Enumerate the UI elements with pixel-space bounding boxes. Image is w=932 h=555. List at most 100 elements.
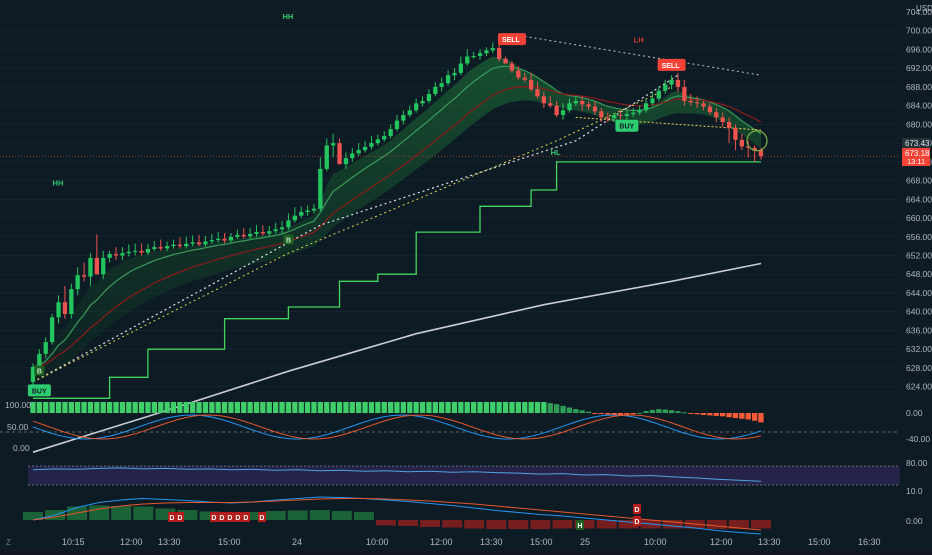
macd-signal-box[interactable] [234, 512, 242, 522]
candle-body[interactable] [541, 96, 546, 104]
candle-body[interactable] [592, 106, 598, 112]
candle-body[interactable] [452, 72, 457, 76]
candle-body[interactable] [497, 48, 502, 59]
candle-body[interactable] [228, 236, 234, 241]
candle-body[interactable] [113, 254, 119, 256]
candle-body[interactable] [554, 105, 559, 116]
candle-body[interactable] [209, 240, 214, 242]
macd-signal-box[interactable] [633, 504, 641, 514]
candle-body[interactable] [107, 254, 112, 258]
candle-body[interactable] [56, 302, 61, 318]
candle-body[interactable] [675, 79, 681, 87]
candle-body[interactable] [707, 106, 713, 113]
candle-body[interactable] [254, 232, 259, 234]
candle-body[interactable] [222, 238, 227, 241]
candle-body[interactable] [37, 353, 42, 367]
candle-body[interactable] [279, 227, 285, 230]
candle-body[interactable] [439, 83, 444, 87]
candle-body[interactable] [375, 139, 380, 144]
price-axis[interactable]: 624.00 628.00 632.00 636.00 640.00 644.00 648.… [906, 7, 932, 392]
candle-body[interactable] [343, 158, 349, 165]
macd-signal-box[interactable] [633, 516, 641, 526]
candle-body[interactable] [535, 89, 540, 97]
candle-body[interactable] [701, 103, 706, 107]
candle-body[interactable] [612, 115, 617, 119]
candle-body[interactable] [758, 150, 764, 157]
candle-body[interactable] [414, 103, 419, 111]
candle-body[interactable] [624, 114, 629, 116]
candle-body[interactable] [292, 215, 297, 221]
signal-tag[interactable] [27, 384, 51, 397]
candles[interactable] [30, 42, 764, 387]
candle-body[interactable] [407, 110, 412, 115]
candle-body[interactable] [548, 103, 553, 106]
macd-signal-box[interactable] [210, 512, 218, 522]
time-axis[interactable]: 10:15 12:00 13:30 15:00 24 10:00 12:00 13:30 15:… [62, 537, 881, 547]
candle-body[interactable] [369, 143, 374, 147]
candle-body[interactable] [426, 94, 432, 101]
candle-body[interactable] [133, 250, 138, 252]
candle-body[interactable] [682, 86, 687, 101]
candle-body[interactable] [267, 231, 272, 234]
candle-body[interactable] [637, 110, 642, 113]
candle-body[interactable] [318, 168, 323, 209]
signal-tag[interactable] [497, 33, 526, 46]
candle-body[interactable] [643, 103, 649, 111]
candle-body[interactable] [235, 234, 240, 237]
candle-body[interactable] [30, 367, 36, 382]
candle-body[interactable] [516, 70, 521, 78]
candle-body[interactable] [465, 56, 470, 64]
candle-body[interactable] [69, 289, 74, 314]
candle-body[interactable] [43, 342, 48, 354]
candle-body[interactable] [433, 86, 438, 94]
candle-body[interactable] [688, 101, 693, 103]
candle-body[interactable] [350, 153, 355, 159]
candle-body[interactable] [286, 220, 291, 228]
candle-body[interactable] [145, 249, 151, 253]
price-markers[interactable]: HH HH LH HL B B BUY BUY SELL SELL [27, 12, 768, 397]
histogram-panel[interactable]: 100.00 50.00 0.00 0.00 -40.00 [0, 400, 930, 453]
candle-body[interactable] [126, 251, 131, 254]
candle-body[interactable] [580, 101, 585, 105]
macd-signal-box[interactable] [168, 512, 176, 522]
candle-body[interactable] [726, 122, 732, 129]
candle-body[interactable] [388, 129, 393, 137]
buy-signal-box[interactable] [34, 365, 45, 376]
candle-body[interactable] [75, 275, 80, 290]
buy-signal-box[interactable] [283, 234, 294, 245]
signal-tag[interactable] [657, 58, 686, 71]
candle-body[interactable] [567, 103, 572, 111]
candle-body[interactable] [88, 257, 93, 277]
candle-body[interactable] [120, 253, 125, 256]
candle-body[interactable] [152, 247, 157, 249]
candle-body[interactable] [733, 128, 738, 140]
candle-body[interactable] [196, 242, 202, 245]
candle-body[interactable] [522, 77, 527, 80]
candle-body[interactable] [177, 244, 182, 247]
candle-body[interactable] [490, 48, 495, 51]
candle-body[interactable] [311, 208, 317, 211]
macd-signal-box[interactable] [576, 520, 584, 530]
candle-body[interactable] [62, 302, 68, 314]
candle-body[interactable] [714, 112, 719, 118]
candle-body[interactable] [746, 146, 751, 148]
candle-body[interactable] [158, 247, 163, 249]
candle-body[interactable] [605, 117, 610, 119]
candle-body[interactable] [273, 229, 278, 232]
candle-body[interactable] [190, 242, 195, 244]
candle-body[interactable] [471, 56, 476, 57]
candle-body[interactable] [382, 136, 387, 140]
candle-body[interactable] [477, 53, 483, 56]
candle-body[interactable] [101, 257, 106, 275]
macd-signal-box[interactable] [258, 512, 266, 522]
candle-body[interactable] [720, 117, 725, 123]
candle-body[interactable] [458, 63, 463, 73]
macd-signal-box[interactable] [218, 512, 226, 522]
candle-body[interactable] [50, 317, 55, 343]
candle-body[interactable] [337, 143, 342, 165]
candle-body[interactable] [484, 50, 489, 54]
candle-body[interactable] [503, 58, 508, 64]
oscillator-panel[interactable]: 80.00 10.0 [28, 458, 928, 496]
